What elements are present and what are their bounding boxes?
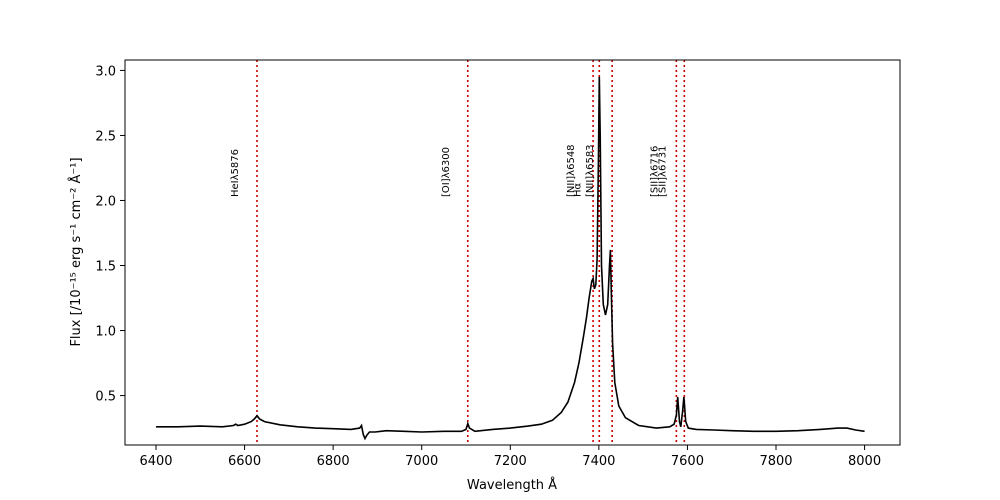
emission-line-label: [OI]λ6300 (441, 147, 452, 197)
emission-line-label: [SII]λ6716 (649, 146, 660, 197)
y-tick-label: 2.5 (95, 129, 116, 144)
y-tick-label: 0.5 (95, 390, 116, 405)
x-tick-label: 7000 (405, 454, 438, 469)
x-tick-label: 7400 (582, 454, 615, 469)
plot-frame (124, 59, 901, 446)
y-axis-ticks: 0.5 1.0 1.5 2.0 2.5 3.0 (95, 64, 125, 405)
emission-line-label: Hα (572, 182, 583, 197)
x-axis-label: Wavelength Å (467, 477, 557, 493)
emission-line-label: [NII]λ6548 (566, 144, 577, 197)
x-tick-label: 8000 (848, 454, 881, 469)
x-tick-label: 6800 (317, 454, 350, 469)
x-tick-label: 6600 (228, 454, 261, 469)
emission-line-label: [NII]λ6583 (585, 144, 596, 197)
x-tick-label: 6400 (139, 454, 172, 469)
emission-line-label: HeIλ5876 (230, 149, 241, 197)
x-tick-label: 7200 (494, 454, 527, 469)
spectrum-line (156, 76, 865, 441)
emission-line-markers (256, 60, 686, 445)
x-tick-label: 7600 (671, 454, 704, 469)
y-tick-label: 3.0 (95, 64, 116, 79)
x-tick-label: 7800 (759, 454, 792, 469)
x-axis-ticks: 6400 6600 6800 7000 7200 7400 7600 7800 8000 (139, 445, 881, 469)
y-tick-label: 1.0 (95, 325, 116, 340)
y-axis-label: Flux [/10⁻¹⁵ erg s⁻¹ cm⁻² Å⁻¹] (68, 157, 84, 346)
y-tick-label: 1.5 (95, 260, 116, 275)
emission-line-label: [SII]λ6731 (657, 146, 668, 197)
y-tick-label: 2.0 (95, 194, 116, 209)
